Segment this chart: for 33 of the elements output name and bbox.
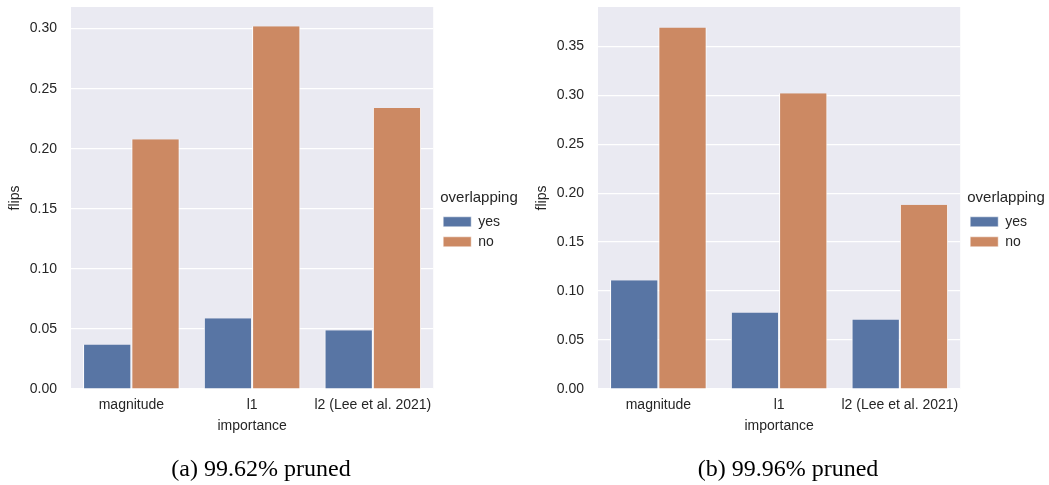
- legend-title: overlapping: [440, 188, 518, 206]
- y-tick-label: 0.20: [29, 139, 58, 156]
- y-tick-label: 0.25: [556, 134, 585, 151]
- x-tick-label: l1: [246, 396, 258, 413]
- y-tick-label: 0.10: [29, 259, 58, 276]
- y-tick-label: 0.15: [29, 199, 58, 216]
- y-tick-label: 0.30: [29, 19, 58, 36]
- y-axis-title: flips: [6, 185, 23, 211]
- y-tick-label: 0.30: [556, 86, 585, 103]
- legend-title: overlapping: [967, 188, 1045, 206]
- x-tick-label: l2 (Lee et al. 2021): [841, 396, 959, 413]
- y-tick-label: 0.20: [556, 183, 585, 200]
- y-tick-label: 0.05: [556, 330, 585, 347]
- y-tick-label: 0.00: [29, 379, 58, 396]
- legend-label: no: [1005, 232, 1021, 249]
- y-tick-label: 0.15: [556, 232, 585, 249]
- y-tick-label: 0.00: [556, 379, 585, 396]
- x-tick-label: magnitude: [625, 396, 692, 413]
- y-tick-label: 0.35: [556, 37, 585, 54]
- x-tick-label: l1: [773, 396, 785, 413]
- legend-label: yes: [478, 212, 501, 229]
- text: (b) 99.96% pruned: [697, 455, 879, 482]
- y-axis-title: flips: [533, 185, 550, 211]
- legend-label: yes: [1005, 212, 1028, 229]
- x-tick-label: l2 (Lee et al. 2021): [314, 396, 432, 413]
- y-tick-label: 0.10: [556, 281, 585, 298]
- x-axis-title: importance: [217, 417, 287, 434]
- y-tick-label: 0.05: [29, 319, 58, 336]
- legend-label: no: [478, 232, 494, 249]
- y-tick-label: 0.25: [29, 79, 58, 96]
- text: (a) 99.62% pruned: [171, 455, 351, 482]
- x-axis-title: importance: [744, 417, 814, 434]
- x-tick-label: magnitude: [98, 396, 165, 413]
